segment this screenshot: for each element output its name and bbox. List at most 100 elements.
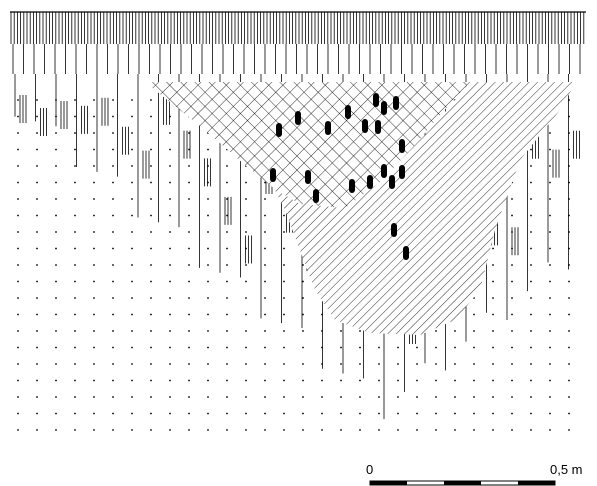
stroke: [473, 346, 475, 349]
stroke: [264, 297, 266, 299]
stroke: [226, 198, 228, 200]
stroke: [169, 313, 171, 316]
stroke: [17, 264, 19, 266]
stroke: [17, 280, 19, 283]
stroke: [283, 330, 285, 332]
stroke: [55, 363, 57, 365]
stroke: [302, 429, 304, 431]
stroke: [150, 313, 152, 316]
stroke: [359, 412, 361, 415]
stroke: [378, 346, 380, 349]
stroke: [295, 111, 301, 125]
stroke: [345, 105, 351, 119]
stroke: [93, 181, 95, 184]
stroke: [245, 330, 247, 332]
stroke: [226, 396, 228, 398]
stroke: [207, 214, 209, 217]
stroke: [530, 181, 532, 184]
stroke: [340, 346, 342, 349]
stroke: [112, 132, 114, 134]
stroke: [55, 379, 57, 382]
stroke: [150, 165, 152, 167]
stroke: [93, 429, 95, 431]
stroke: [264, 363, 266, 365]
stroke: [340, 379, 342, 382]
stroke: [568, 429, 570, 431]
stroke: [549, 313, 551, 316]
stroke: [511, 297, 513, 299]
stroke: [112, 280, 114, 283]
stroke: [435, 412, 437, 415]
stroke: [375, 120, 381, 134]
stroke: [93, 198, 95, 200]
stroke: [150, 132, 152, 134]
stroke: [245, 363, 247, 365]
stroke: [55, 330, 57, 332]
stroke: [55, 313, 57, 316]
stroke: [36, 247, 38, 250]
stroke: [112, 412, 114, 415]
stroke: [226, 429, 228, 431]
stroke: [454, 363, 456, 365]
stroke: [188, 264, 190, 266]
stroke: [55, 297, 57, 299]
stroke: [74, 115, 76, 118]
stroke: [93, 396, 95, 398]
stroke: [131, 198, 133, 200]
stroke: [93, 379, 95, 382]
stroke: [131, 181, 133, 184]
stroke: [93, 165, 95, 167]
stroke: [226, 247, 228, 250]
stroke: [150, 297, 152, 299]
stroke: [302, 280, 304, 283]
stroke: [549, 280, 551, 283]
stroke: [530, 346, 532, 349]
stroke: [36, 396, 38, 398]
stroke: [55, 132, 57, 134]
stroke: [74, 330, 76, 332]
stroke: [150, 148, 152, 151]
stroke: [283, 231, 285, 233]
stroke: [568, 412, 570, 415]
stroke: [511, 412, 513, 415]
stroke: [321, 379, 323, 382]
stroke: [131, 231, 133, 233]
stroke: [511, 280, 513, 283]
stroke: [302, 412, 304, 415]
stroke: [245, 214, 247, 217]
stroke: [207, 280, 209, 283]
stroke: [264, 346, 266, 349]
stroke: [74, 429, 76, 431]
stroke: [188, 231, 190, 233]
stroke: [112, 379, 114, 382]
stroke: [283, 412, 285, 415]
stroke: [549, 148, 551, 151]
stroke: [112, 214, 114, 217]
stroke: [188, 396, 190, 398]
stroke: [568, 379, 570, 382]
stroke: [36, 363, 38, 365]
stroke: [188, 412, 190, 415]
stroke: [245, 297, 247, 299]
stroke: [359, 429, 361, 431]
stroke: [169, 264, 171, 266]
stroke: [264, 181, 266, 184]
stroke: [313, 189, 319, 203]
stroke: [188, 181, 190, 184]
stroke: [492, 346, 494, 349]
stroke: [245, 396, 247, 398]
stroke: [283, 297, 285, 299]
stroke: [74, 313, 76, 316]
stroke: [302, 313, 304, 316]
stroke: [17, 429, 19, 431]
stroke: [435, 346, 437, 349]
stroke: [349, 179, 355, 193]
stroke: [36, 198, 38, 200]
stroke: [74, 181, 76, 184]
stroke: [492, 412, 494, 415]
stroke: [270, 168, 276, 182]
stroke: [530, 165, 532, 167]
stroke: [549, 396, 551, 398]
stroke: [112, 99, 114, 101]
stroke: [93, 297, 95, 299]
